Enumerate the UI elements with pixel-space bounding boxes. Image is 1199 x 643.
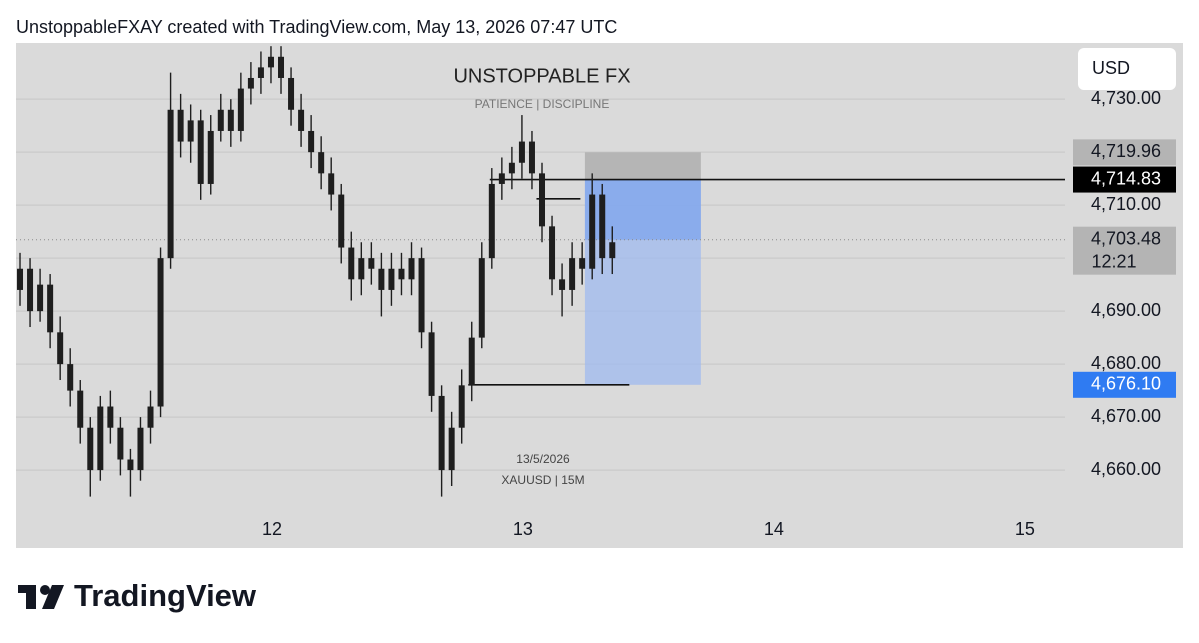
- candle-body: [468, 337, 475, 386]
- price-label: 4,714.83: [1091, 168, 1161, 188]
- candle-body: [518, 141, 525, 163]
- price-label-box: [1073, 166, 1176, 193]
- price-label-box: [1073, 371, 1176, 398]
- watermark-subtitle: PATIENCE | DISCIPLINE: [475, 97, 610, 111]
- y-tick-label: 4,680.00: [1091, 353, 1161, 373]
- candle-body: [197, 120, 204, 184]
- price-label-box: [1073, 226, 1176, 275]
- candle-body: [498, 173, 505, 184]
- y-tick-label: 4,690.00: [1091, 300, 1161, 320]
- candle-body: [187, 120, 194, 142]
- watermark-symbol: XAUUSD | 15M: [501, 473, 584, 487]
- candle-body: [478, 258, 485, 338]
- candle-body: [67, 364, 74, 391]
- candle-body: [528, 141, 535, 174]
- currency-button[interactable]: [1078, 48, 1176, 90]
- candle-body: [237, 88, 244, 131]
- candle-body: [338, 194, 345, 248]
- currency-label[interactable]: USD: [1092, 58, 1130, 78]
- candle-body: [107, 406, 114, 428]
- candle-body: [579, 258, 586, 269]
- logo-part: [42, 585, 64, 609]
- x-tick-label: 12: [262, 519, 282, 539]
- candle-body: [408, 258, 415, 280]
- x-tick-label: 14: [764, 519, 784, 539]
- logo-part: [40, 585, 50, 595]
- candle-body: [97, 406, 104, 471]
- candle-body: [267, 56, 274, 68]
- price-label-box: [1073, 139, 1176, 166]
- candle-body: [217, 109, 224, 131]
- candle-body: [288, 77, 295, 110]
- candle-body: [569, 258, 576, 290]
- y-tick-label: 4,670.00: [1091, 406, 1161, 426]
- plot: [16, 46, 1065, 497]
- candle-body: [87, 427, 94, 471]
- brand: TradingView: [74, 578, 257, 613]
- candle-body: [378, 268, 385, 290]
- candle-body: [318, 152, 325, 174]
- candle-body: [137, 427, 144, 471]
- candle-body: [589, 194, 596, 269]
- candle-body: [247, 77, 254, 89]
- candle-body: [37, 284, 44, 312]
- candle-body: [257, 67, 264, 78]
- candle-body: [278, 56, 285, 78]
- watermark-date: 13/5/2026: [516, 452, 570, 466]
- candle-body: [458, 385, 465, 428]
- candle-body: [508, 162, 515, 174]
- candle-body: [177, 109, 184, 142]
- axes: 4,660.004,670.004,680.004,690.004,700.00…: [262, 88, 1176, 539]
- price-label: 4,703.48: [1091, 228, 1161, 248]
- candle-body: [358, 258, 365, 280]
- candle-body: [559, 279, 566, 290]
- candle-body: [147, 406, 154, 428]
- stop-zone: [584, 152, 701, 180]
- price-label: 4,676.10: [1091, 374, 1161, 394]
- logo-part: [26, 585, 36, 609]
- candle-body: [328, 173, 335, 195]
- candle-body: [27, 268, 34, 312]
- candle-body: [428, 332, 435, 396]
- candle-body: [57, 332, 64, 365]
- candle-body: [348, 247, 355, 280]
- y-tick-label: 4,660.00: [1091, 459, 1161, 479]
- candle-body: [167, 109, 174, 259]
- candle-body: [448, 427, 455, 471]
- candle-body: [488, 183, 495, 259]
- y-tick-label: 4,710.00: [1091, 194, 1161, 214]
- candle-body: [227, 109, 234, 131]
- candle-body: [117, 427, 124, 460]
- candle-body: [77, 390, 84, 428]
- countdown-label: 12:21: [1091, 251, 1136, 271]
- x-tick-label: 15: [1015, 519, 1035, 539]
- candle-body: [388, 268, 395, 290]
- candle-body: [549, 226, 556, 280]
- candle-body: [17, 268, 24, 290]
- candle-body: [418, 258, 425, 333]
- y-tick-label: 4,730.00: [1091, 88, 1161, 108]
- candle-body: [47, 284, 54, 333]
- candle-body: [157, 258, 164, 407]
- candle-body: [368, 258, 375, 269]
- tradingview-logo: [18, 585, 64, 609]
- candle-body: [308, 130, 315, 153]
- header: UnstoppableFXAY created with TradingView…: [16, 17, 617, 37]
- candle-body: [599, 194, 606, 259]
- candle-body: [298, 109, 305, 131]
- candle-body: [127, 459, 134, 471]
- candle-body: [609, 242, 616, 259]
- candle-body: [398, 268, 405, 280]
- candle-body: [539, 173, 546, 227]
- watermark-title: UNSTOPPABLE FX: [453, 65, 630, 87]
- x-tick-label: 13: [513, 519, 533, 539]
- candle-body: [207, 130, 214, 184]
- candle-body: [438, 395, 445, 471]
- price-label: 4,719.96: [1091, 141, 1161, 161]
